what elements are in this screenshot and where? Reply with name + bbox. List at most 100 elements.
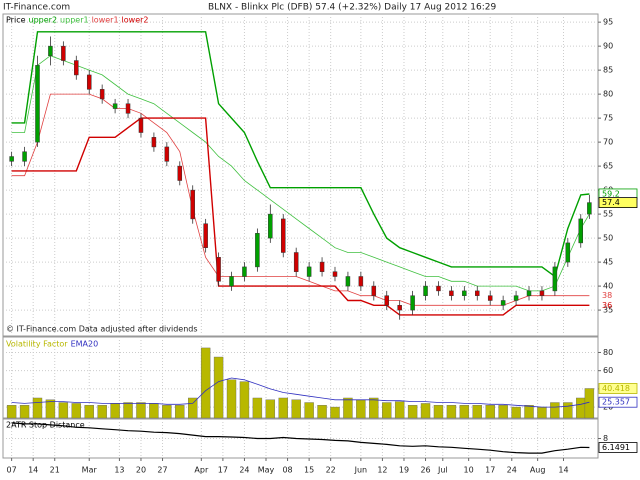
bar: [498, 405, 508, 419]
bar: [524, 405, 534, 419]
candle-body: [22, 151, 27, 162]
y-tick-label: 50: [603, 234, 613, 243]
candle-body: [216, 257, 221, 282]
value-tag: 59.2: [602, 189, 620, 198]
x-tick-label: Aug: [530, 466, 546, 475]
y-tick-label: 70: [603, 138, 613, 147]
candle-body: [306, 266, 312, 277]
candle-body: [552, 266, 558, 292]
candle-body: [255, 233, 260, 268]
y-tick-label: 60: [603, 366, 613, 375]
candle-body: [500, 300, 506, 306]
candle-body: [345, 276, 351, 287]
candle-body: [358, 276, 364, 287]
bar: [188, 397, 198, 419]
x-tick-label: 20: [136, 466, 146, 475]
bar: [550, 402, 560, 419]
bar: [265, 399, 276, 419]
candle-body: [578, 218, 584, 244]
site-name: IT-Finance.com: [3, 3, 70, 13]
bar: [472, 405, 482, 419]
candle-body: [138, 117, 144, 133]
candle-body: [177, 165, 183, 181]
bar: [304, 402, 314, 419]
bar: [136, 402, 146, 419]
value-tag: 57.4: [602, 198, 620, 207]
candle-body: [319, 261, 325, 272]
candle-body: [48, 45, 53, 56]
y-tick-label: 75: [603, 114, 613, 123]
bar: [110, 403, 120, 419]
candle-body: [99, 89, 105, 100]
x-tick-label: Apr: [194, 466, 209, 475]
candle-body: [526, 290, 532, 296]
candle-body: [242, 266, 247, 277]
y-tick-label: 95: [603, 18, 613, 27]
legend-entry: upper1: [60, 16, 89, 25]
bar: [213, 356, 224, 419]
bar: [537, 406, 547, 419]
candle-body: [462, 290, 467, 296]
band-line: [11, 117, 590, 316]
y-tick-label: 90: [603, 42, 613, 51]
bar: [123, 402, 133, 419]
x-tick-label: Mar: [82, 466, 98, 475]
candle-body: [397, 305, 402, 311]
y-tick-label: 55: [603, 210, 613, 219]
y-tick-label: 45: [603, 258, 613, 267]
bar: [58, 402, 69, 419]
candle-body: [423, 285, 428, 296]
x-tick-label: 26: [420, 466, 430, 475]
bar: [382, 402, 392, 419]
value-tag-box: [598, 197, 638, 208]
band-line: [11, 31, 590, 278]
candle-body: [151, 137, 157, 148]
candle-body: [293, 252, 299, 272]
x-tick-label: 19: [399, 466, 409, 475]
x-tick-label: 12: [377, 466, 387, 475]
bar: [32, 397, 43, 419]
legend-entry: Volatility Factor: [6, 340, 68, 349]
candle-body: [436, 285, 441, 292]
legend-entry: lower2: [122, 16, 149, 25]
bar: [356, 399, 366, 419]
candle-body: [513, 295, 519, 301]
candle-body: [61, 45, 66, 61]
x-tick-label: 24: [239, 466, 249, 475]
candle-body: [332, 271, 338, 277]
bar: [420, 403, 431, 419]
chart-title: BLNX - Blinkx Plc (DFB) 57.4 (+2.32%) Da…: [208, 3, 497, 13]
candle-body: [35, 65, 40, 143]
bar: [343, 397, 353, 419]
bar: [485, 405, 495, 419]
candle-body: [190, 189, 195, 220]
candle-body: [475, 290, 480, 296]
bar: [278, 397, 288, 419]
candle-body: [74, 60, 79, 76]
x-tick-label: 15: [304, 466, 314, 475]
x-tick-label: Jun: [354, 466, 368, 475]
x-tick-label: 13: [114, 466, 124, 475]
bar: [330, 406, 340, 419]
band-line: [11, 55, 590, 292]
bar: [317, 405, 327, 419]
bar: [369, 397, 379, 419]
candle-body: [9, 156, 14, 162]
ema-line: [11, 377, 590, 408]
y-tick-label: 85: [603, 66, 613, 75]
bar: [226, 379, 237, 419]
value-tag: 38: [602, 291, 612, 300]
bar: [291, 399, 301, 419]
bar: [511, 406, 521, 419]
bar: [394, 401, 405, 419]
bar: [239, 381, 250, 419]
legend-entry: 2ATR Stop Distance: [6, 421, 85, 430]
bar: [576, 397, 586, 419]
bar: [71, 403, 81, 419]
x-tick-label: Jul: [437, 466, 448, 475]
candle-body: [449, 290, 454, 296]
bar: [84, 405, 94, 419]
bar: [19, 405, 30, 419]
candle-body: [125, 103, 131, 114]
